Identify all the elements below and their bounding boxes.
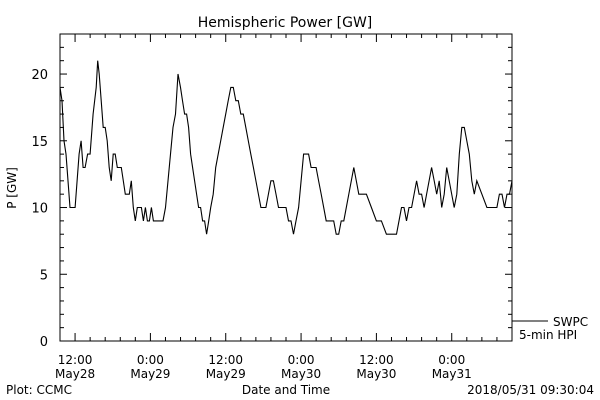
x-axis-ticks: 12:00May280:00May2912:00May290:00May3012… — [55, 34, 513, 381]
legend-hpi-label: 5-min HPI — [519, 328, 577, 342]
x-axis-label: Date and Time — [242, 383, 330, 397]
x-tick-label-time: 0:00 — [438, 353, 465, 367]
x-tick-label-time: 12:00 — [208, 353, 243, 367]
y-tick-label: 20 — [31, 68, 48, 83]
x-tick-label-date: May30 — [281, 367, 321, 381]
x-tick-label-time: 12:00 — [359, 353, 394, 367]
legend: SWPC 5-min HPI — [512, 315, 588, 342]
y-tick-label: 5 — [40, 268, 48, 283]
y-tick-label: 10 — [31, 202, 48, 217]
y-axis-ticks: 0 5 10 15 20 — [31, 33, 512, 350]
footer-plot-credit: Plot: CCMC — [6, 383, 72, 397]
y-axis-label: P [GW] — [5, 167, 19, 209]
x-tick-label-date: May29 — [130, 367, 170, 381]
y-tick-label: 15 — [31, 135, 48, 150]
legend-swpc-label: SWPC — [553, 315, 588, 329]
plot-frame — [59, 33, 513, 342]
x-tick-label-date: May31 — [432, 367, 472, 381]
x-tick-label-time: 12:00 — [58, 353, 93, 367]
x-tick-label-date: May30 — [356, 367, 396, 381]
series-layer — [59, 60, 513, 235]
x-tick-label-date: May28 — [55, 367, 95, 381]
x-tick-label-date: May29 — [206, 367, 246, 381]
footer-timestamp: 2018/05/31 09:30:04 — [467, 383, 594, 397]
x-tick-label-time: 0:00 — [137, 353, 164, 367]
y-tick-label: 0 — [40, 335, 48, 350]
series-line-swpc — [59, 60, 513, 235]
chart-title: Hemispheric Power [GW] — [198, 15, 373, 31]
x-tick-label-time: 0:00 — [288, 353, 315, 367]
